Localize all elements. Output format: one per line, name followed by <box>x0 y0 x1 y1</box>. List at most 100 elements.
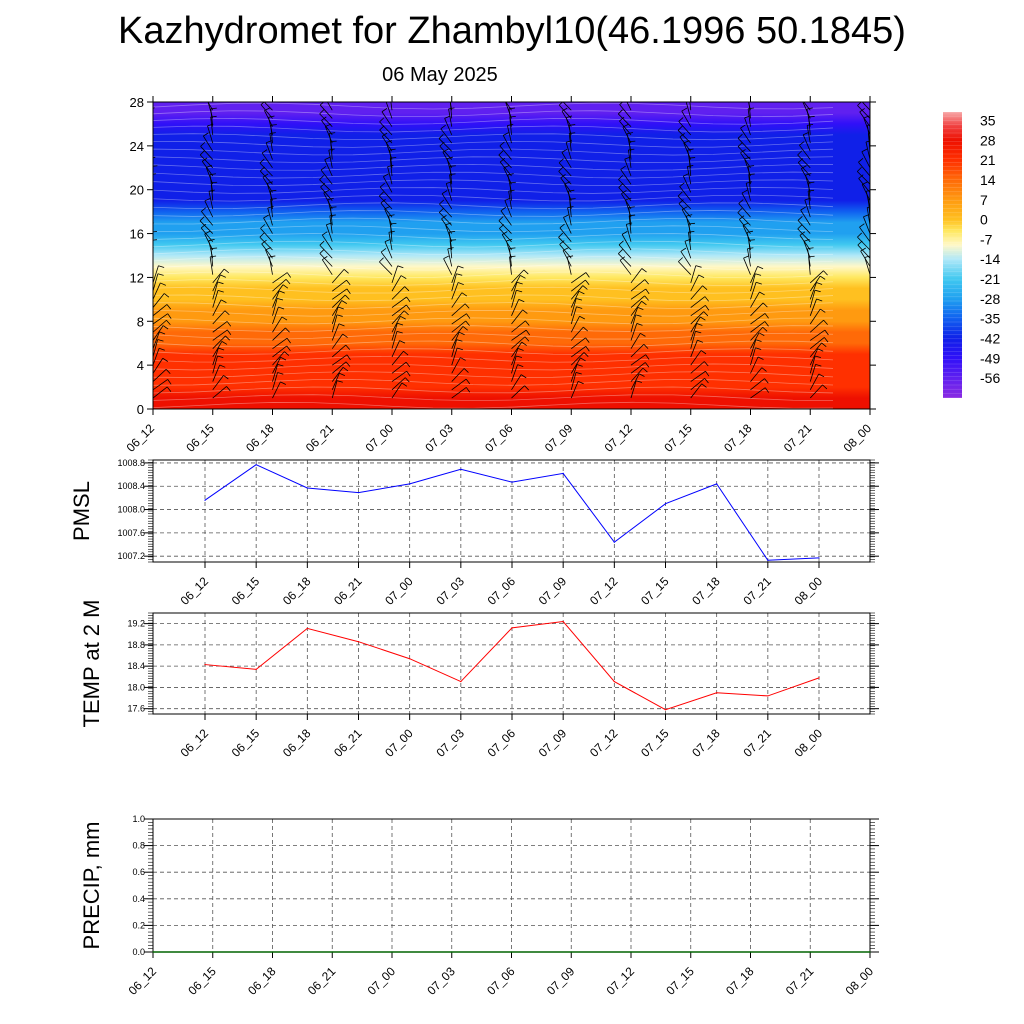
wind-barb <box>331 344 347 358</box>
wind-barb-feather <box>860 247 866 252</box>
wind-barb-feather <box>329 214 336 217</box>
wind-barb <box>505 102 512 111</box>
wind-barb <box>379 195 393 210</box>
contour-line <box>153 378 834 386</box>
wind-barb-feather <box>379 191 384 197</box>
wind-barb-feather <box>346 354 351 360</box>
y-tick-label: 18.4 <box>127 661 145 671</box>
wind-barb <box>750 339 757 358</box>
wind-barb <box>451 313 467 325</box>
wind-barb-feather <box>199 150 205 156</box>
wind-barb <box>682 175 692 193</box>
wind-barb-feather <box>823 319 828 325</box>
x-tick-label: 07_12 <box>587 726 621 760</box>
wind-barb-feather <box>458 331 465 336</box>
wind-barb <box>806 125 811 144</box>
precip-point <box>510 951 513 953</box>
y-tick-label: 24 <box>130 139 144 154</box>
wind-barb <box>678 203 692 218</box>
wind-barb-feather <box>503 132 509 136</box>
wind-barb-feather <box>383 173 389 178</box>
y-tick-label: 17.6 <box>127 704 145 714</box>
wind-barb <box>153 331 160 349</box>
wind-barb <box>391 265 399 284</box>
y-tick-label: 1008.4 <box>117 481 145 491</box>
x-tick-label: 07_00 <box>363 421 397 455</box>
contour-line <box>153 210 834 217</box>
wind-barb <box>809 308 821 325</box>
wind-barb <box>744 117 751 136</box>
wind-barb <box>329 215 333 234</box>
x-tick-label: 07_09 <box>536 726 570 760</box>
wind-barb <box>331 380 338 399</box>
wind-barb <box>558 162 572 177</box>
wind-barb-feather <box>379 125 385 131</box>
wind-barb-feather <box>822 384 828 390</box>
wind-barb-feather <box>877 365 883 367</box>
wind-barb-feather <box>856 166 862 172</box>
contour-line <box>153 309 834 317</box>
wind-barb <box>622 126 632 144</box>
wind-barb-feather <box>460 357 466 361</box>
wind-barb-feather <box>386 99 392 101</box>
x-tick-label: 07_18 <box>689 574 723 608</box>
wind-barb <box>737 138 751 152</box>
wind-barb <box>320 169 333 185</box>
wind-barb <box>272 284 284 300</box>
wind-barb <box>153 282 161 300</box>
wind-barb <box>499 145 512 160</box>
wind-barb-feather <box>741 189 748 194</box>
wind-barb <box>740 127 751 144</box>
wind-barb-feather <box>695 330 702 334</box>
wind-barb-feather <box>815 355 822 359</box>
wind-barb <box>267 207 273 226</box>
wind-barb <box>391 286 405 300</box>
wind-barb <box>380 202 393 218</box>
colorbar-label: -28 <box>980 291 1000 307</box>
wind-barb-feather <box>866 190 870 192</box>
wind-barb <box>511 275 521 292</box>
wind-barb-feather <box>640 332 646 337</box>
wind-barb <box>511 290 517 308</box>
wind-barb <box>678 121 692 136</box>
wind-barb <box>750 347 756 366</box>
wind-barb-feather <box>346 288 351 295</box>
pmsl-point <box>716 483 718 485</box>
wind-barb-feather <box>804 197 811 201</box>
wind-barb <box>742 225 751 242</box>
wind-barb <box>202 135 214 152</box>
wind-barb <box>863 216 870 234</box>
y-tick-label: 12 <box>130 270 144 285</box>
wind-barb <box>809 298 817 316</box>
wind-barb <box>504 200 512 218</box>
wind-barb <box>563 217 572 234</box>
wind-barb-feather <box>141 126 146 130</box>
wind-barb <box>562 102 572 111</box>
wind-barb-feather <box>816 282 823 285</box>
wind-barb <box>265 142 273 160</box>
x-tick-label: 06_18 <box>280 726 314 760</box>
wind-barb <box>690 305 706 317</box>
wind-barb-feather <box>445 222 452 226</box>
wind-barb <box>684 241 692 259</box>
wind-barb <box>564 183 572 201</box>
wind-barb-feather <box>500 206 507 212</box>
wind-barb-feather <box>743 255 750 259</box>
wind-barb <box>570 372 577 390</box>
wind-barb <box>690 316 701 333</box>
wind-barb <box>869 372 870 374</box>
wind-barb-feather <box>740 149 746 154</box>
wind-barb <box>804 199 811 218</box>
wind-barb-feather <box>167 379 172 385</box>
wind-barb <box>266 183 273 201</box>
wind-barb-feather <box>738 199 744 204</box>
wind-barb-feather <box>200 223 207 229</box>
contour-line <box>153 286 834 294</box>
wind-barb-feather <box>501 92 506 95</box>
wind-barb-feather <box>379 257 384 263</box>
wind-barb <box>498 154 512 169</box>
wind-barb-feather <box>278 306 285 310</box>
wind-barb-feather <box>277 372 284 375</box>
wind-barb <box>451 339 457 358</box>
wind-barb-feather <box>145 149 150 152</box>
